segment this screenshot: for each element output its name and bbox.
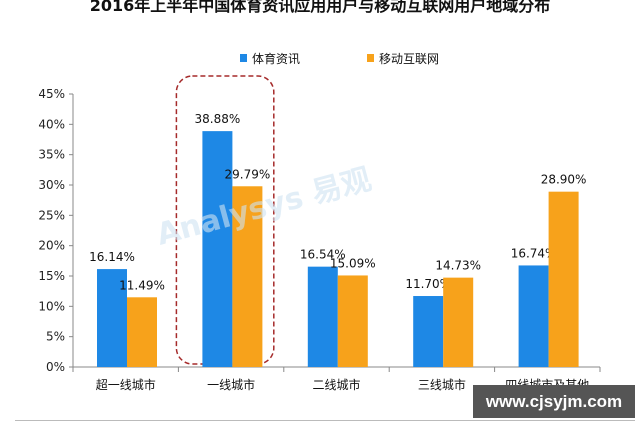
data-label: 15.09% [330, 256, 376, 270]
bar [202, 131, 233, 367]
legend-label: 体育资讯 [252, 51, 300, 66]
x-tick-label: 一线城市 [207, 377, 255, 392]
bar [232, 186, 263, 367]
y-tick-label: 45% [38, 87, 65, 101]
data-label: 16.14% [89, 250, 135, 264]
bar [443, 277, 474, 367]
y-tick-label: 20% [38, 239, 65, 253]
data-label: 16.74% [511, 246, 557, 260]
x-tick-label: 二线城市 [312, 377, 360, 392]
data-label: 16.54% [300, 248, 346, 262]
data-label: 14.73% [435, 259, 481, 273]
data-label: 28.90% [541, 173, 587, 187]
y-tick-label: 0% [46, 360, 65, 374]
data-label: 11.49% [119, 278, 165, 292]
bar [337, 275, 368, 367]
y-tick-label: 15% [38, 269, 65, 283]
data-label: 11.70% [405, 277, 451, 291]
data-label: 38.88% [195, 112, 241, 126]
y-tick-label: 10% [38, 299, 65, 313]
legend-swatch [367, 54, 374, 62]
y-tick-label: 5% [46, 330, 65, 344]
y-tick-label: 30% [38, 178, 65, 192]
x-tick-label: 超一线城市 [96, 377, 156, 392]
legend-swatch [240, 54, 247, 62]
bar [413, 296, 444, 367]
y-tick-label: 35% [38, 148, 65, 162]
legend-label: 移动互联网 [379, 52, 439, 66]
bar [97, 269, 127, 367]
bar [548, 191, 579, 367]
bar [518, 265, 549, 367]
y-tick-label: 25% [38, 208, 65, 222]
bar [127, 297, 157, 367]
y-tick-label: 40% [38, 117, 65, 131]
x-tick-label: 三线城市 [418, 377, 466, 392]
watermark-url: www.cjsyjm.com [473, 385, 635, 418]
divider [15, 420, 635, 421]
chart-title: 2016年上半年中国体育资讯应用用户与移动互联网用户地域分布 [89, 0, 551, 15]
bar [307, 266, 338, 367]
data-label: 29.79% [225, 167, 271, 181]
